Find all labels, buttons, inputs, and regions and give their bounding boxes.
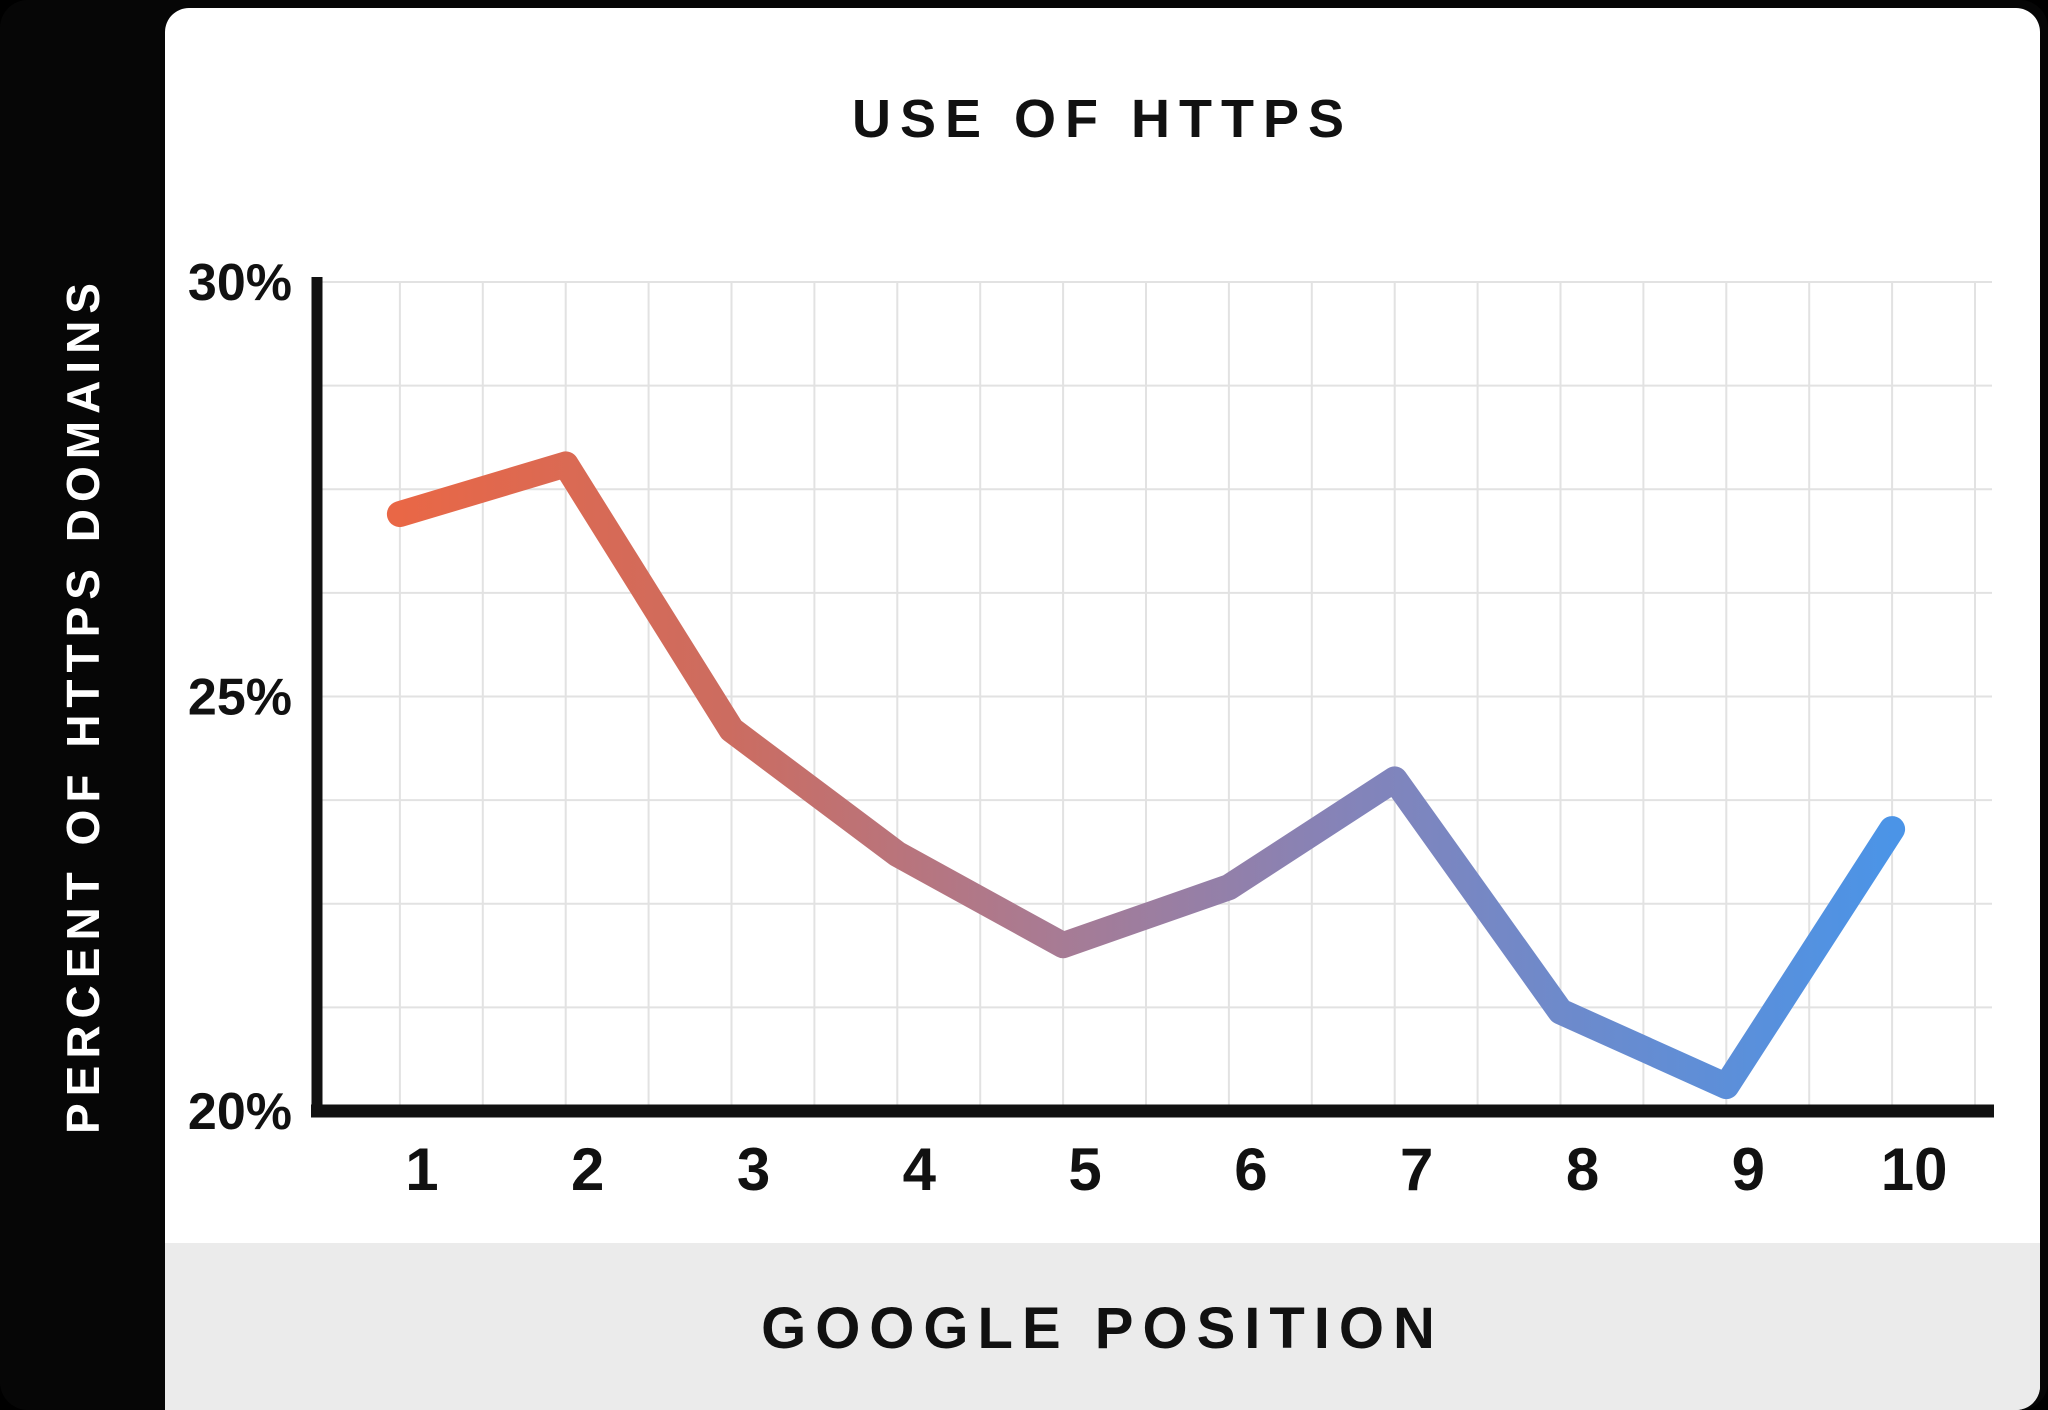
y-tick-label: 25% bbox=[188, 669, 292, 727]
y-axis-title: PERCENT OF HTTPS DOMAINS bbox=[56, 275, 109, 1135]
x-axis-title-band: GOOGLE POSITION bbox=[165, 1243, 2040, 1410]
x-tick-label: 6 bbox=[1234, 1136, 1267, 1203]
x-tick-label: 4 bbox=[903, 1136, 937, 1203]
x-tick-label: 1 bbox=[405, 1136, 438, 1203]
x-tick-label: 7 bbox=[1400, 1136, 1433, 1203]
y-axis-title-sidebar: PERCENT OF HTTPS DOMAINS bbox=[0, 0, 165, 1410]
y-tick-label: 20% bbox=[188, 1083, 292, 1141]
y-tick-labels: 30% 25% 20% bbox=[188, 254, 292, 1141]
https-usage-line bbox=[386, 451, 1906, 1100]
x-tick-label: 10 bbox=[1881, 1136, 1948, 1203]
x-tick-label: 2 bbox=[571, 1136, 604, 1203]
y-tick-label: 30% bbox=[188, 254, 292, 312]
chart-card bbox=[165, 8, 2040, 1410]
chart-title: USE OF HTTPS bbox=[851, 89, 1354, 149]
x-tick-labels: 1 2 3 4 5 6 7 8 9 10 bbox=[405, 1136, 1947, 1203]
x-tick-label: 9 bbox=[1732, 1136, 1765, 1203]
x-tick-label: 3 bbox=[737, 1136, 770, 1203]
x-tick-label: 5 bbox=[1068, 1136, 1101, 1203]
chart-grid bbox=[317, 281, 1992, 1111]
x-tick-label: 8 bbox=[1566, 1136, 1599, 1203]
x-axis-title: GOOGLE POSITION bbox=[761, 1296, 1444, 1361]
